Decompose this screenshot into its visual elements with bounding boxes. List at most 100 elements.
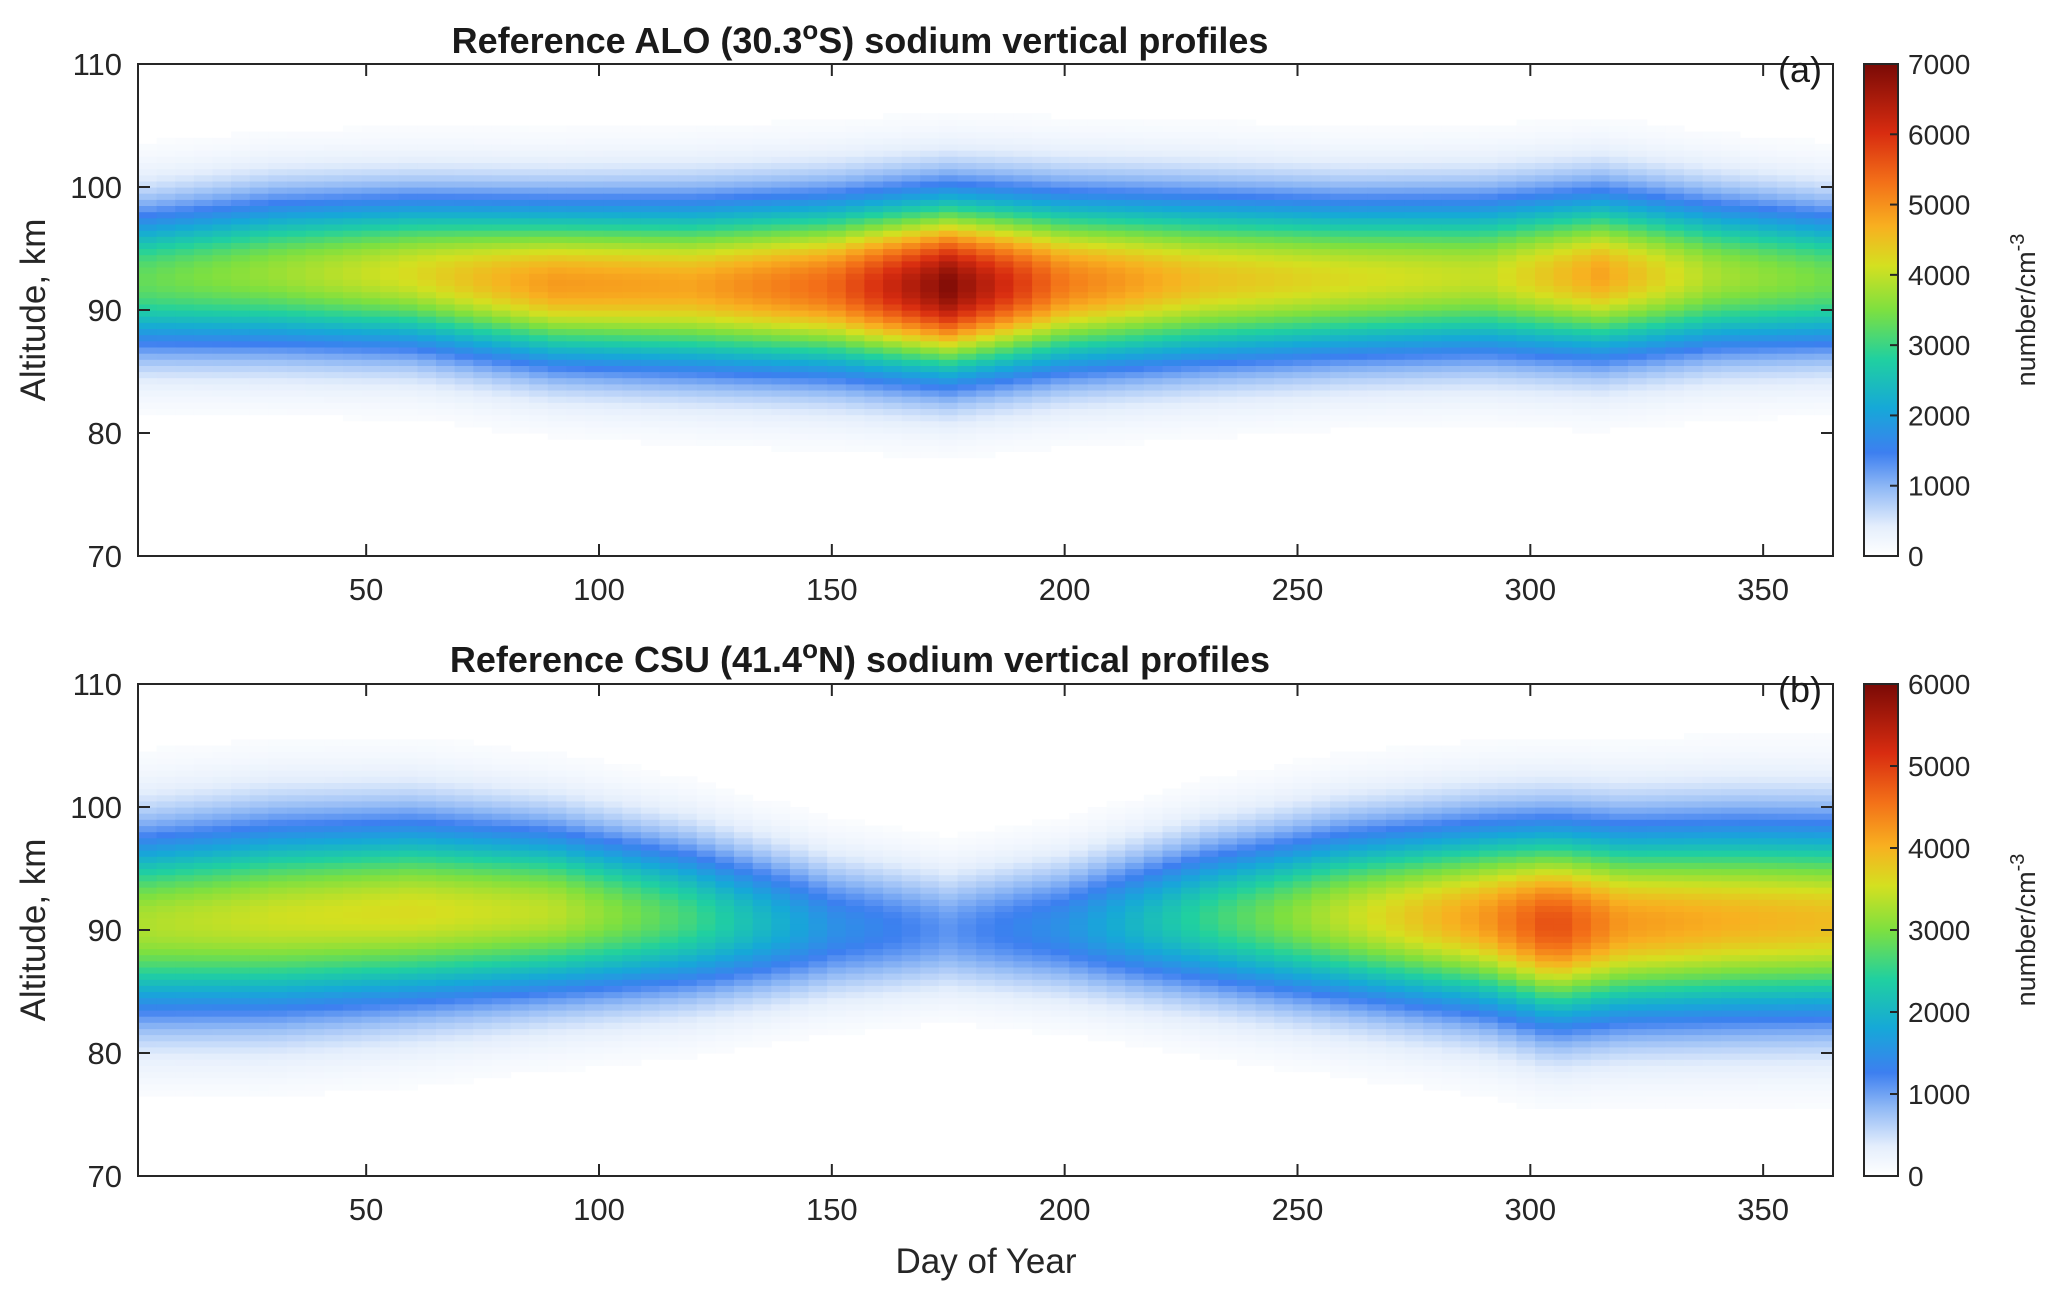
heatmap-cell	[1311, 254, 1331, 262]
heatmap-cell	[156, 205, 176, 213]
heatmap-cell	[976, 408, 996, 416]
heatmap-cell	[585, 162, 605, 170]
heatmap-cell	[1590, 316, 1611, 323]
heatmap-cell	[678, 408, 698, 416]
heatmap-cell	[1274, 273, 1294, 280]
heatmap-cell	[417, 156, 437, 163]
heatmap-cell	[398, 316, 418, 323]
heatmap-cell	[1553, 187, 1573, 194]
heatmap-cell	[1087, 285, 1108, 293]
heatmap-cell	[268, 230, 288, 237]
heatmap-cell	[1237, 383, 1257, 391]
heatmap-cell	[417, 310, 437, 317]
heatmap-cell	[1497, 353, 1517, 360]
heatmap-cell	[1795, 328, 1815, 336]
heatmap-cell	[231, 1028, 251, 1036]
heatmap-cell	[585, 371, 605, 379]
heatmap-cell	[491, 150, 512, 157]
heatmap-cell	[1404, 303, 1424, 311]
heatmap-cell	[678, 328, 698, 336]
heatmap-cell	[436, 137, 456, 145]
heatmap-cell	[1162, 260, 1182, 268]
heatmap-cell	[231, 316, 251, 323]
heatmap-cell	[1087, 291, 1108, 299]
heatmap-cell	[510, 316, 530, 323]
heatmap-cell	[696, 242, 716, 250]
heatmap-cell	[547, 230, 567, 237]
heatmap-cell	[1367, 242, 1387, 250]
heatmap-cell	[1814, 187, 1834, 194]
heatmap-cell	[938, 187, 959, 194]
heatmap-cell	[156, 764, 176, 771]
heatmap-cell	[398, 125, 418, 133]
heatmap-cell	[603, 199, 623, 206]
heatmap-cell	[938, 433, 959, 440]
heatmap-cell	[1143, 346, 1163, 354]
heatmap-cell	[380, 187, 400, 194]
heatmap-cell	[1665, 310, 1685, 317]
heatmap-cell	[231, 887, 251, 894]
heatmap-cell	[547, 297, 567, 305]
heatmap-cell	[585, 377, 605, 385]
heatmap-cell	[417, 408, 437, 416]
heatmap-cell	[1646, 242, 1666, 250]
heatmap-cell	[212, 930, 232, 937]
heatmap-cell	[193, 328, 214, 336]
heatmap-cell	[789, 223, 810, 231]
heatmap-cell	[473, 371, 493, 379]
heatmap-cell	[1125, 420, 1145, 428]
heatmap-cell	[361, 205, 381, 213]
heatmap-cell	[585, 131, 605, 139]
heatmap-cell	[491, 365, 512, 373]
heatmap-cell	[1237, 334, 1257, 342]
heatmap-cell	[1348, 402, 1368, 409]
heatmap-cell	[1404, 131, 1424, 139]
heatmap-cell	[510, 205, 530, 213]
heatmap-cell	[1609, 297, 1629, 305]
heatmap-cell	[1050, 310, 1070, 317]
heatmap-cell	[994, 365, 1014, 373]
heatmap-cell	[1628, 137, 1648, 145]
heatmap-cell	[1162, 383, 1182, 391]
heatmap-cell	[156, 1077, 176, 1085]
heatmap-cell	[808, 402, 828, 409]
heatmap-cell	[1255, 174, 1275, 182]
heatmap-cell	[342, 371, 363, 379]
heatmap-cell	[175, 893, 195, 900]
heatmap-cell	[436, 125, 456, 133]
heatmap-cell	[1460, 402, 1480, 409]
heatmap-cell	[957, 223, 977, 231]
heatmap-cell	[1795, 168, 1815, 176]
heatmap-cell	[1423, 150, 1443, 157]
heatmap-cell	[1125, 414, 1145, 422]
heatmap-cell	[1274, 340, 1294, 348]
heatmap-cell	[156, 1046, 176, 1054]
heatmap-cell	[994, 389, 1014, 397]
heatmap-cell	[1702, 236, 1722, 243]
heatmap-cell	[1739, 162, 1760, 170]
heatmap-cell	[1237, 359, 1257, 366]
heatmap-cell	[1590, 162, 1611, 170]
heatmap-cell	[1460, 131, 1480, 139]
heatmap-cell	[976, 180, 996, 188]
heatmap-cell	[771, 279, 791, 286]
heatmap-cell	[659, 242, 679, 250]
heatmap-cell	[1255, 168, 1275, 176]
heatmap-cell	[1460, 162, 1480, 170]
heatmap-cell	[212, 371, 232, 379]
heatmap-cell	[175, 807, 195, 814]
heatmap-cell	[1423, 316, 1443, 323]
heatmap-cell	[864, 340, 884, 348]
heatmap-cell	[659, 353, 679, 360]
heatmap-cell	[417, 316, 437, 323]
heatmap-cell	[1311, 328, 1331, 336]
heatmap-cell	[1199, 236, 1219, 243]
heatmap-cell	[231, 230, 251, 237]
heatmap-cell	[1721, 310, 1741, 317]
heatmap-cell	[1777, 217, 1797, 225]
heatmap-cell	[1497, 328, 1517, 336]
heatmap-cell	[566, 353, 586, 360]
heatmap-cell	[1237, 260, 1257, 268]
heatmap-cell	[715, 353, 735, 360]
heatmap-cell	[585, 230, 605, 237]
